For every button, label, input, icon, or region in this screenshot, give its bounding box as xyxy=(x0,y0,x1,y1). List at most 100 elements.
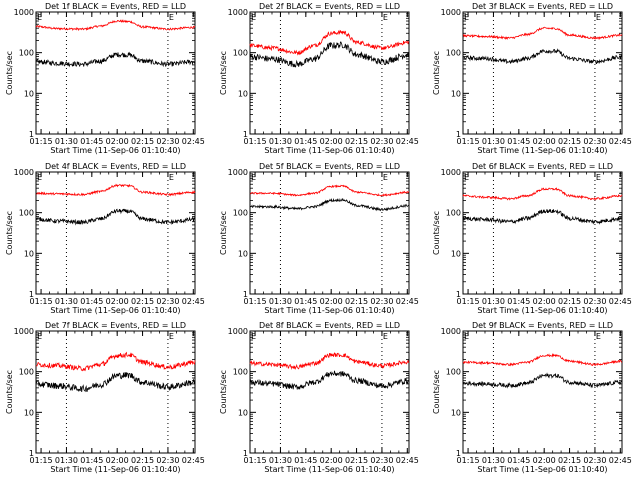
marker-label: E xyxy=(37,332,42,341)
y-tick-label: 1 xyxy=(29,130,34,139)
x-tick-label: 02:00 xyxy=(106,456,129,465)
series-line-lld xyxy=(462,26,623,41)
series-line-events xyxy=(462,372,623,389)
y-tick-label: 1000 xyxy=(228,327,248,336)
x-tick-label: 02:00 xyxy=(533,456,556,465)
y-tick-label: 10 xyxy=(451,249,461,258)
x-tick-label: 02:15 xyxy=(345,456,368,465)
series-line-lld xyxy=(35,183,196,197)
y-tick-label: 100 xyxy=(19,368,34,377)
plot-frame xyxy=(249,330,410,454)
y-tick-label: 100 xyxy=(446,368,461,377)
y-axis-label: Counts/sec xyxy=(5,370,14,414)
marker-label: E xyxy=(596,13,601,22)
x-tick-label: 01:30 xyxy=(482,137,505,146)
panel-title: Det 8f BLACK = Events, RED = LLD xyxy=(259,321,400,330)
x-tick-label: 02:30 xyxy=(156,137,179,146)
x-tick-label: 01:45 xyxy=(507,456,530,465)
panel-5: Det 5f BLACK = Events, RED = LLD 1 10 100 10… xyxy=(219,162,419,315)
y-tick-label: 10 xyxy=(451,408,461,417)
plot-frame xyxy=(35,171,196,295)
x-tick-label: 01:30 xyxy=(269,297,292,306)
x-tick-label: 01:15 xyxy=(457,297,480,306)
series-line-events xyxy=(35,51,196,68)
y-tick-label: 10 xyxy=(238,89,248,98)
x-tick-label: 01:30 xyxy=(269,137,292,146)
x-tick-label: 02:00 xyxy=(533,297,556,306)
x-tick-label: 02:15 xyxy=(558,297,581,306)
plot-frame xyxy=(462,11,623,135)
x-tick-label: 02:30 xyxy=(583,456,606,465)
y-tick-label: 1000 xyxy=(228,8,248,17)
marker-label: E xyxy=(464,332,469,341)
x-axis-label: Start Time (11-Sep-06 01:10:40) xyxy=(477,146,607,155)
x-tick-label: 02:45 xyxy=(182,456,205,465)
marker-label: E xyxy=(383,173,388,182)
x-tick-label: 02:30 xyxy=(583,297,606,306)
x-tick-label: 01:45 xyxy=(294,297,317,306)
plot-frame xyxy=(35,330,196,454)
y-tick-label: 1 xyxy=(456,130,461,139)
y-tick-label: 100 xyxy=(446,209,461,218)
marker-label: E xyxy=(251,173,256,182)
x-tick-label: 01:15 xyxy=(244,297,267,306)
x-tick-label: 01:45 xyxy=(507,137,530,146)
panel-8: Det 8f BLACK = Events, RED = LLD 1 10 100 10… xyxy=(219,321,419,474)
x-tick-label: 01:45 xyxy=(294,137,317,146)
series-line-lld xyxy=(462,353,623,367)
y-axis-label: Counts/sec xyxy=(219,51,228,95)
y-tick-label: 1000 xyxy=(228,168,248,177)
x-axis-label: Start Time (11-Sep-06 01:10:40) xyxy=(264,465,394,474)
series-line-lld xyxy=(35,19,196,32)
panel-9: Det 9f BLACK = Events, RED = LLD 1 10 100 10… xyxy=(432,321,632,474)
y-tick-label: 1 xyxy=(29,290,34,299)
x-tick-label: 02:00 xyxy=(106,137,129,146)
x-axis-label: Start Time (11-Sep-06 01:10:40) xyxy=(50,146,180,155)
x-tick-label: 01:30 xyxy=(482,297,505,306)
series-line-lld xyxy=(249,184,410,197)
y-tick-label: 100 xyxy=(19,209,34,218)
x-axis-label: Start Time (11-Sep-06 01:10:40) xyxy=(264,306,394,315)
y-tick-label: 100 xyxy=(19,49,34,58)
x-axis-label: Start Time (11-Sep-06 01:10:40) xyxy=(477,306,607,315)
panel-title: Det 3f BLACK = Events, RED = LLD xyxy=(472,2,613,11)
x-tick-label: 01:45 xyxy=(294,456,317,465)
x-tick-label: 02:30 xyxy=(583,137,606,146)
x-tick-label: 01:30 xyxy=(55,456,78,465)
x-tick-label: 01:15 xyxy=(30,297,53,306)
y-tick-label: 1000 xyxy=(14,8,34,17)
x-tick-label: 02:15 xyxy=(345,137,368,146)
plot-frame xyxy=(35,11,196,135)
y-tick-label: 1000 xyxy=(441,8,461,17)
marker-label: E xyxy=(169,173,174,182)
y-axis-label: Counts/sec xyxy=(432,370,441,414)
x-tick-label: 01:15 xyxy=(244,137,267,146)
x-tick-label: 02:30 xyxy=(156,456,179,465)
x-tick-label: 02:15 xyxy=(131,137,154,146)
x-tick-label: 02:45 xyxy=(182,297,205,306)
series-line-lld xyxy=(249,352,410,370)
x-tick-label: 02:15 xyxy=(345,297,368,306)
series-line-events xyxy=(35,371,196,393)
series-line-events xyxy=(462,48,623,65)
y-axis-label: Counts/sec xyxy=(219,370,228,414)
panel-title: Det 9f BLACK = Events, RED = LLD xyxy=(472,321,613,330)
y-tick-label: 100 xyxy=(446,49,461,58)
x-tick-label: 02:30 xyxy=(370,297,393,306)
x-tick-label: 01:45 xyxy=(507,297,530,306)
series-line-events xyxy=(249,197,410,212)
marker-label: E xyxy=(383,332,388,341)
x-tick-label: 01:45 xyxy=(80,297,103,306)
panel-2: Det 2f BLACK = Events, RED = LLD 1 10 100 10… xyxy=(219,2,419,155)
series-line-lld xyxy=(462,187,623,201)
panel-title: Det 1f BLACK = Events, RED = LLD xyxy=(45,2,186,11)
y-tick-label: 10 xyxy=(24,89,34,98)
x-tick-label: 01:45 xyxy=(80,456,103,465)
panel-1: Det 1f BLACK = Events, RED = LLD 1 10 100 10… xyxy=(5,2,205,155)
marker-label: E xyxy=(464,173,469,182)
series-line-lld xyxy=(35,351,196,372)
x-axis-label: Start Time (11-Sep-06 01:10:40) xyxy=(50,306,180,315)
x-tick-label: 02:15 xyxy=(558,456,581,465)
plot-frame xyxy=(249,171,410,295)
